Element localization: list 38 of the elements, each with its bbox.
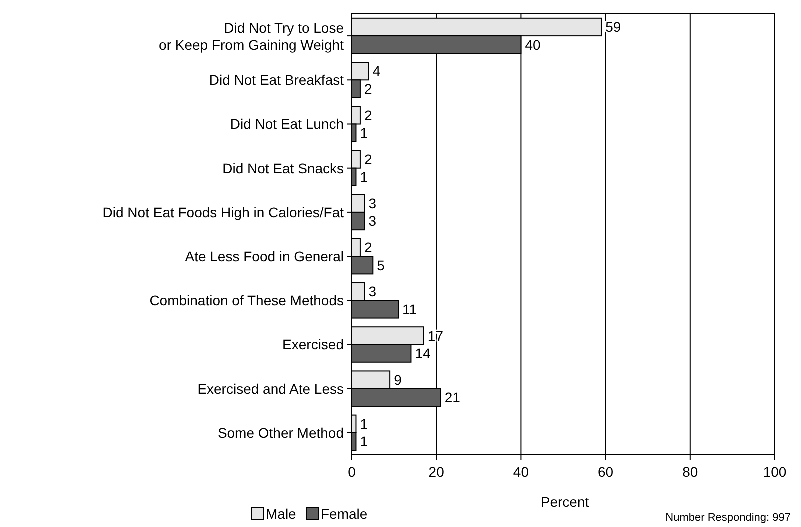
data-label: 21	[444, 390, 461, 406]
y-tick-label: Did Not Eat Snacks	[222, 160, 344, 176]
text: Number Responding: 997	[666, 512, 791, 524]
x-axis-title: Percent	[540, 494, 590, 510]
data-label: 11	[402, 301, 418, 318]
data-label: 1	[360, 169, 368, 186]
data-label: 2	[364, 240, 372, 256]
data-label: 2	[364, 151, 372, 168]
y-tick-label: Exercised and Ate Less	[198, 380, 344, 397]
data-label: 9	[394, 372, 402, 388]
legend-label: Female	[321, 506, 368, 522]
data-label: 1	[360, 434, 368, 450]
x-tick-label: 20	[428, 464, 445, 480]
data-label: 4	[372, 63, 381, 80]
x-tick-label: 40	[513, 464, 530, 480]
x-tick-label: 0	[348, 464, 356, 480]
x-tick-label: 60	[598, 464, 614, 480]
y-tick-label: Exercised	[282, 336, 344, 353]
y-tick-label: Did Not Eat Foods High in Calories/Fat	[102, 204, 344, 220]
x-tick-label: 80	[682, 464, 698, 480]
data-label: 14	[415, 345, 432, 362]
y-tick-label: Did Not Try to Lose or Keep From Gaining Weight	[159, 20, 344, 53]
y-tick-label: Ate Less Food in General	[185, 248, 344, 264]
x-tick-label: 100	[763, 464, 787, 480]
data-label: 3	[368, 213, 377, 230]
y-tick-label: Some Other Method	[218, 424, 344, 441]
data-label: 3	[368, 284, 377, 300]
y-tick-label: Combination of These Methods	[150, 292, 344, 309]
data-label: 5	[377, 257, 386, 274]
data-label: 40	[525, 36, 541, 53]
data-label: 1	[360, 124, 368, 141]
data-label: 2	[364, 107, 372, 124]
y-tick-label: Did Not Eat Breakfast	[209, 72, 344, 88]
y-tick-label: Did Not Eat Lunch	[230, 116, 344, 132]
data-label: 2	[364, 80, 372, 97]
legend-label: Male	[266, 506, 297, 522]
data-label: 3	[368, 196, 377, 212]
data-label: 1	[360, 416, 368, 432]
